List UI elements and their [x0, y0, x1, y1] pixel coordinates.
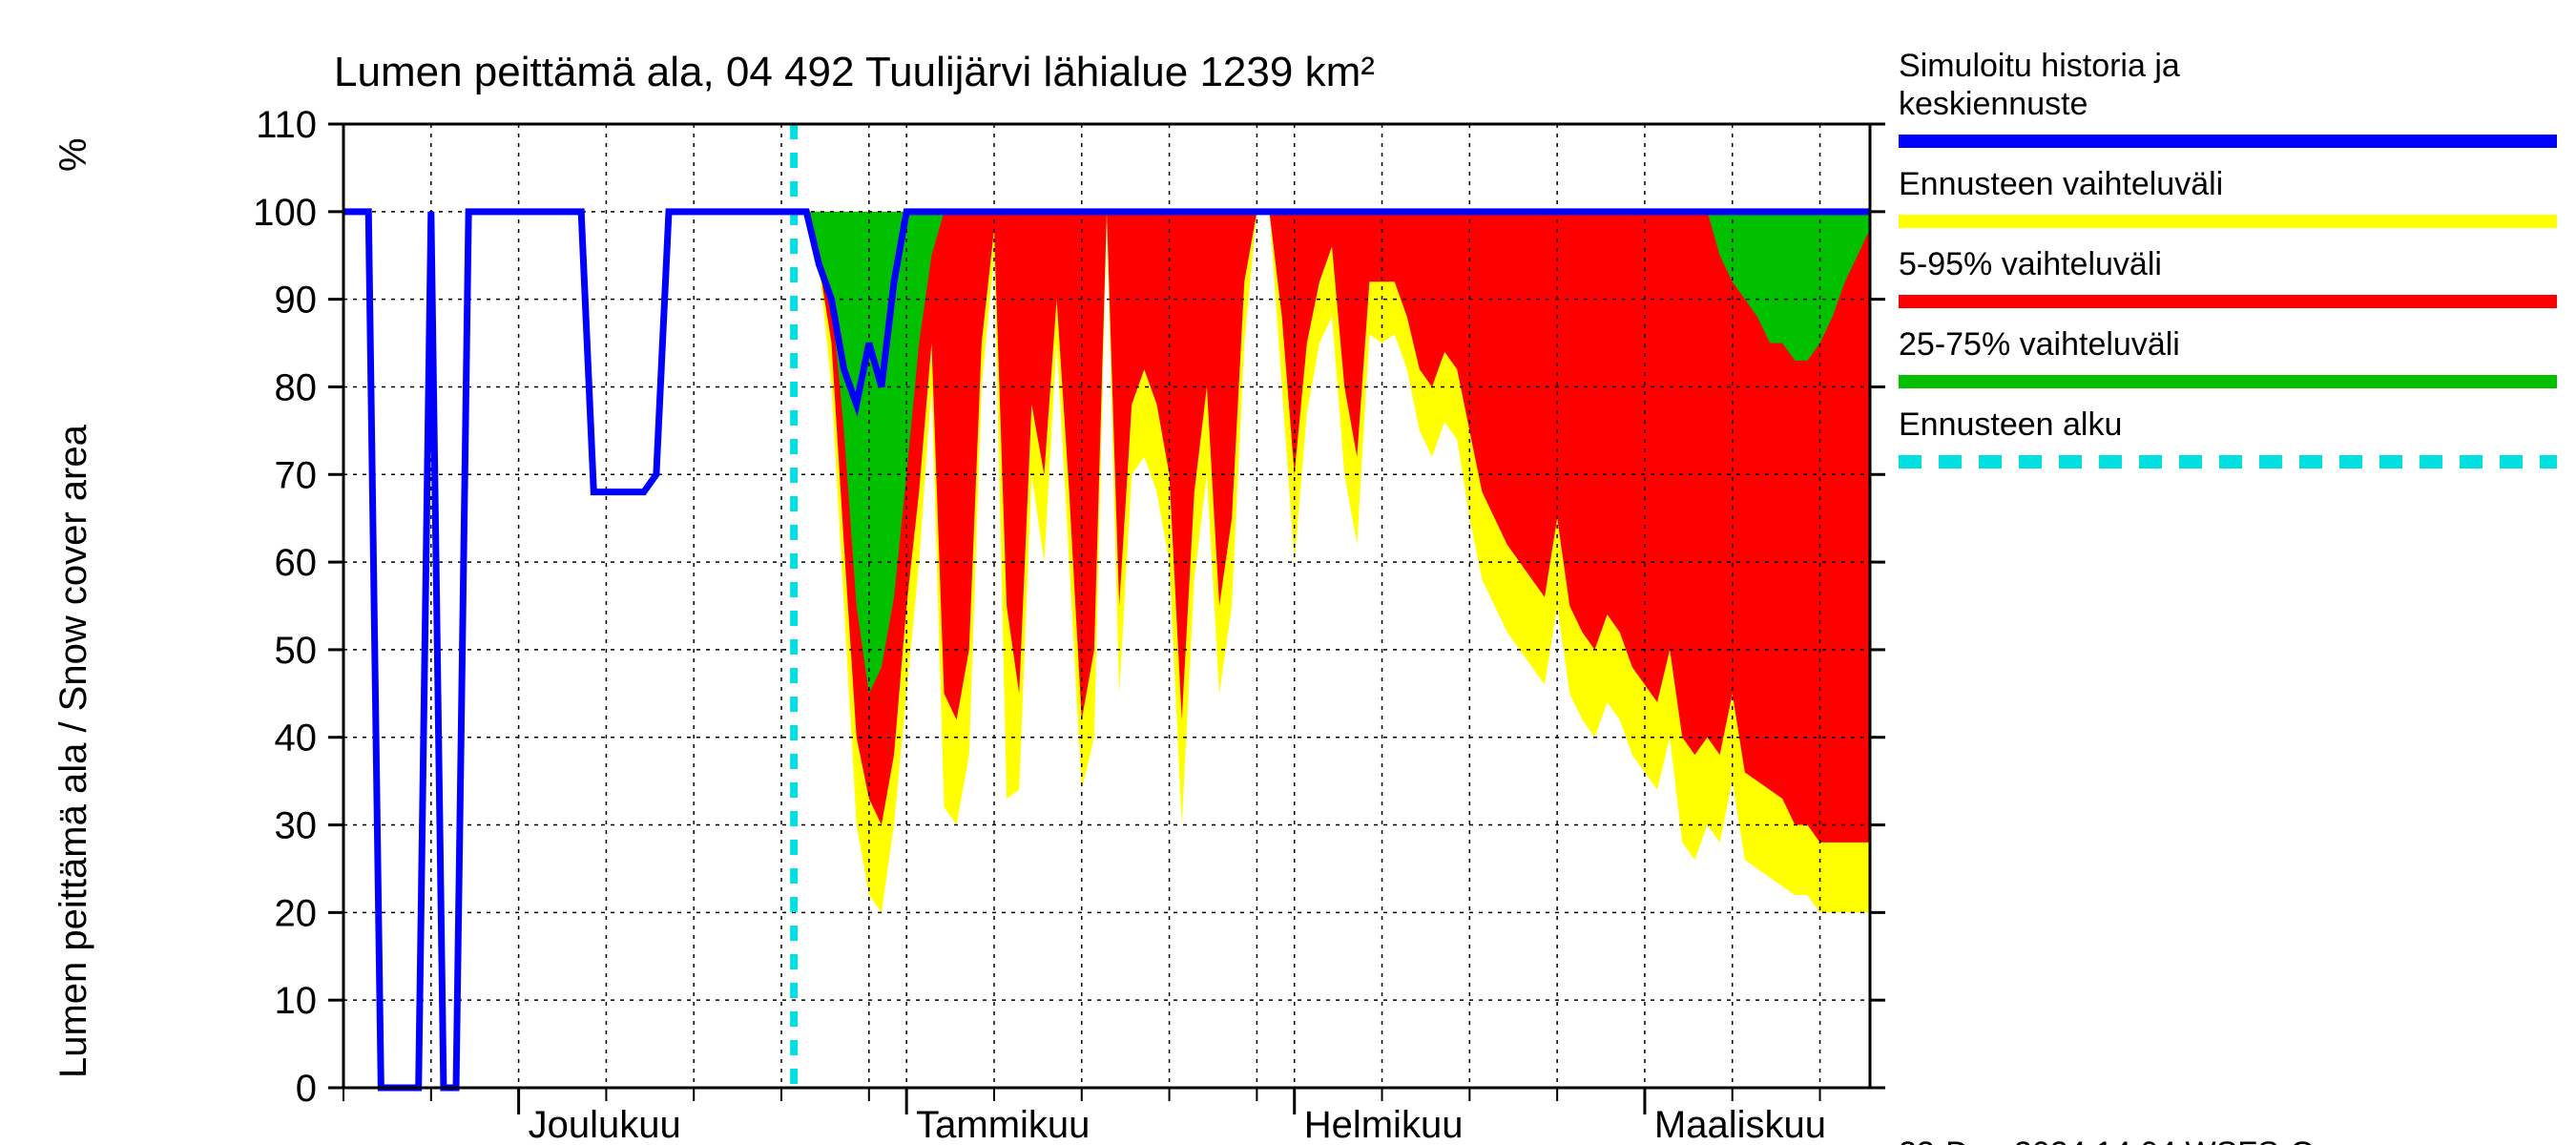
legend-label-fstart: Ennusteen alku: [1899, 406, 2122, 443]
chart-root: 0102030405060708090100110Joulukuu2024Tam…: [0, 0, 2576, 1145]
ytick-label: 0: [296, 1068, 317, 1110]
chart-svg: 0102030405060708090100110Joulukuu2024Tam…: [0, 0, 2576, 1145]
legend-label-p595: 5-95% vaihteluväli: [1899, 246, 2162, 282]
y-axis-unit: %: [52, 137, 94, 172]
legend-label-history: Simuloitu historia ja: [1899, 48, 2180, 84]
footer-timestamp: 23-Dec-2024 14:04 WSFS-O: [1899, 1135, 2316, 1145]
x-month-fi: Maaliskuu: [1654, 1104, 1826, 1145]
legend-label-p2575: 25-75% vaihteluväli: [1899, 326, 2180, 363]
ytick-label: 60: [275, 542, 318, 584]
ytick-label: 90: [275, 280, 318, 322]
ytick-label: 70: [275, 454, 318, 496]
legend-label2-history: keskiennuste: [1899, 86, 2088, 122]
x-month-fi: Joulukuu: [529, 1104, 681, 1145]
chart-title: Lumen peittämä ala, 04 492 Tuulijärvi lä…: [334, 49, 1375, 95]
y-axis-label: Lumen peittämä ala / Snow cover area: [52, 424, 94, 1078]
ytick-label: 110: [256, 104, 317, 146]
legend-label-outer: Ennusteen vaihteluväli: [1899, 166, 2223, 202]
ytick-label: 10: [275, 980, 318, 1022]
x-month-fi: Tammikuu: [916, 1104, 1090, 1145]
ytick-label: 30: [275, 805, 318, 847]
ytick-label: 100: [253, 192, 317, 234]
ytick-label: 50: [275, 630, 318, 672]
ytick-label: 20: [275, 892, 318, 934]
x-month-fi: Helmikuu: [1304, 1104, 1464, 1145]
ytick-label: 40: [275, 718, 318, 760]
ytick-label: 80: [275, 366, 318, 408]
